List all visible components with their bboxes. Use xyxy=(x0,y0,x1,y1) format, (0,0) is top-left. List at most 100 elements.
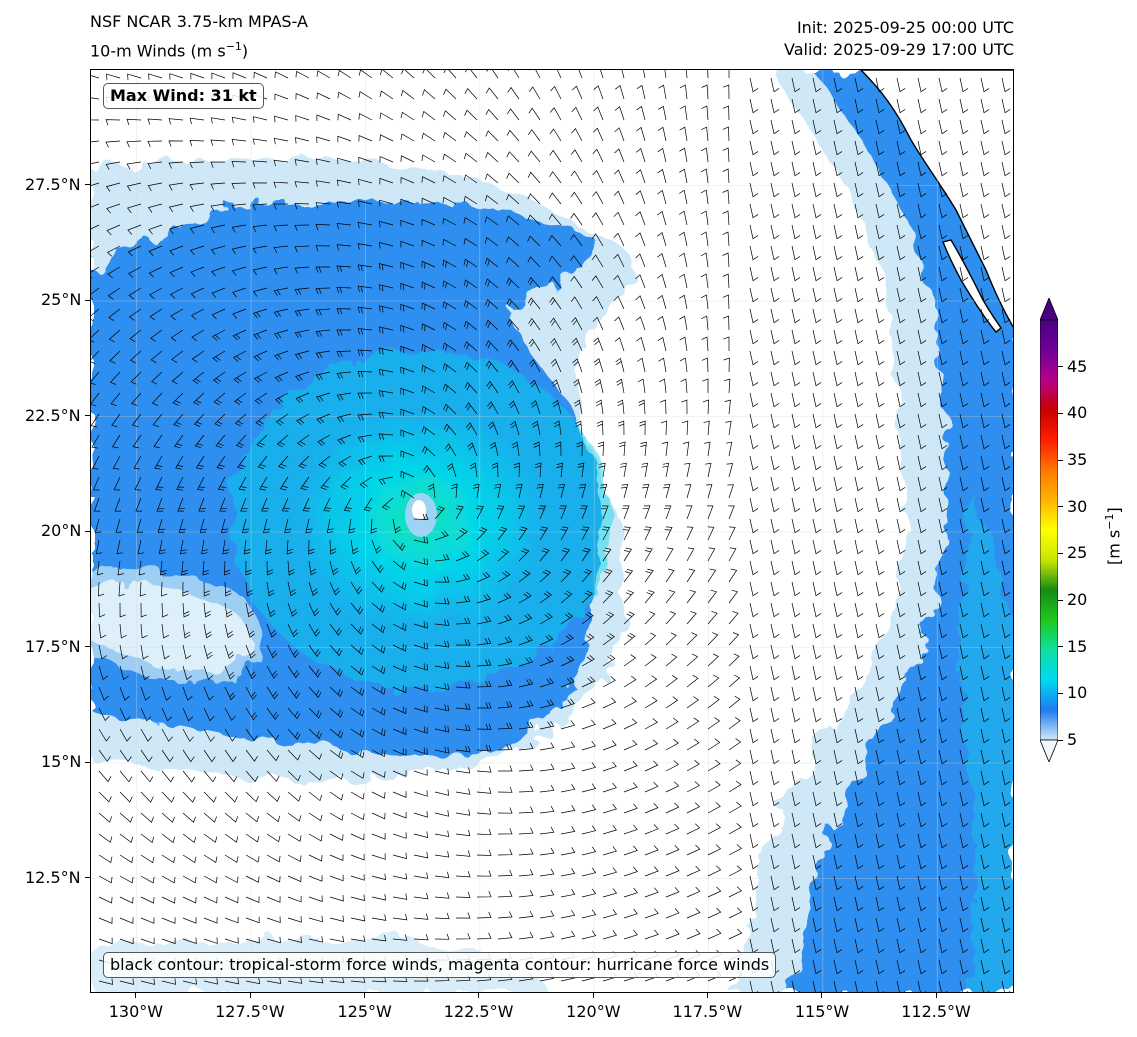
wind-barb xyxy=(665,547,674,562)
wind-barb xyxy=(284,518,292,534)
wind-barb xyxy=(658,357,667,373)
wind-barb xyxy=(854,644,864,660)
wind-barb xyxy=(917,518,927,534)
wind-barb xyxy=(896,665,906,681)
wind-barb xyxy=(434,912,450,920)
wind-barb xyxy=(329,623,342,636)
wind-barb xyxy=(833,98,843,114)
wind-barb xyxy=(518,910,534,919)
wind-barb xyxy=(106,224,121,236)
wind-barb xyxy=(875,371,885,387)
wind-barb xyxy=(378,347,394,355)
wind-barb xyxy=(455,724,471,732)
wind-barb xyxy=(350,644,364,655)
wind-barb xyxy=(959,560,969,576)
wind-barb xyxy=(245,812,260,823)
wind-barb xyxy=(245,707,258,721)
wind-barb xyxy=(281,497,290,512)
wind-barb xyxy=(581,930,597,940)
wind-barb xyxy=(451,483,458,499)
wind-barb xyxy=(518,591,532,604)
wind-barb xyxy=(294,159,310,166)
wind-barb xyxy=(812,917,822,933)
wind-barb xyxy=(661,441,669,457)
wind-barb xyxy=(371,853,386,860)
wind-barb xyxy=(770,224,780,240)
wind-barb xyxy=(465,402,478,415)
wind-barb xyxy=(329,602,342,616)
wind-barb xyxy=(749,77,759,93)
wind-barb xyxy=(442,342,457,352)
wind-barb xyxy=(421,405,436,415)
wind-barb xyxy=(434,640,450,648)
wind-barb xyxy=(770,980,780,992)
wind-barb xyxy=(527,297,541,310)
wind-barb xyxy=(234,413,247,427)
wind-barb xyxy=(959,308,969,324)
wind-barb xyxy=(644,760,659,772)
wind-barb xyxy=(379,220,394,228)
wind-barb xyxy=(329,665,343,677)
wind-barb xyxy=(238,476,247,491)
wind-barb xyxy=(686,865,701,877)
colorbar-tick-label: 5 xyxy=(1067,730,1078,749)
wind-barb xyxy=(161,707,173,722)
wind-barb xyxy=(875,602,885,618)
wind-barb xyxy=(770,749,780,765)
wind-barb xyxy=(728,653,740,667)
wind-barb xyxy=(511,441,520,457)
wind-barb xyxy=(917,560,927,576)
wind-barb xyxy=(337,91,352,100)
wind-barb xyxy=(791,938,801,954)
wind-barb xyxy=(421,110,436,121)
wind-barb xyxy=(266,581,275,597)
wind-barb xyxy=(518,657,534,667)
wind-barb xyxy=(833,140,843,156)
wind-barb xyxy=(700,147,709,163)
wind-barb xyxy=(770,434,780,450)
wind-barb xyxy=(211,266,226,277)
wind-barb xyxy=(602,803,617,814)
wind-barb xyxy=(329,874,344,882)
wind-barb xyxy=(854,518,864,534)
wind-barb xyxy=(203,770,217,783)
wind-barb xyxy=(294,350,310,360)
wind-barb xyxy=(917,140,927,156)
wind-barb xyxy=(379,199,394,207)
wind-barb xyxy=(702,378,709,393)
wind-barb xyxy=(421,218,436,226)
colorbar-bottom-arrow xyxy=(1040,739,1058,762)
wind-barb xyxy=(980,644,990,660)
wind-barb xyxy=(917,245,927,261)
wind-map xyxy=(91,70,1013,992)
wind-barb xyxy=(308,728,322,740)
wind-barb xyxy=(434,851,450,858)
wind-barb xyxy=(476,527,488,541)
wind-barb xyxy=(686,929,701,940)
wind-barb xyxy=(413,872,429,879)
wind-barb xyxy=(224,916,239,924)
wind-barb xyxy=(980,119,990,135)
wind-barb xyxy=(329,644,343,657)
wind-barb xyxy=(643,526,652,541)
wind-barb xyxy=(938,224,948,240)
wind-barb xyxy=(724,399,731,415)
wind-barb xyxy=(518,526,528,541)
wind-barb xyxy=(833,245,843,261)
wind-barb xyxy=(539,805,555,814)
wind-barb xyxy=(917,854,927,870)
wind-barb xyxy=(665,653,678,667)
lat-tick-label: 20°N xyxy=(41,521,82,540)
wind-barb xyxy=(896,182,906,198)
wind-barb xyxy=(413,913,429,920)
wind-barb xyxy=(476,891,492,898)
wind-barb xyxy=(350,707,365,717)
wind-barb xyxy=(518,806,534,814)
wind-barb xyxy=(560,655,575,667)
wind-barb xyxy=(518,848,534,856)
wind-barb xyxy=(371,873,386,881)
wind-barb xyxy=(854,770,864,786)
wind-barb xyxy=(539,847,555,856)
wind-barb xyxy=(770,98,780,114)
wind-barb xyxy=(464,109,478,121)
